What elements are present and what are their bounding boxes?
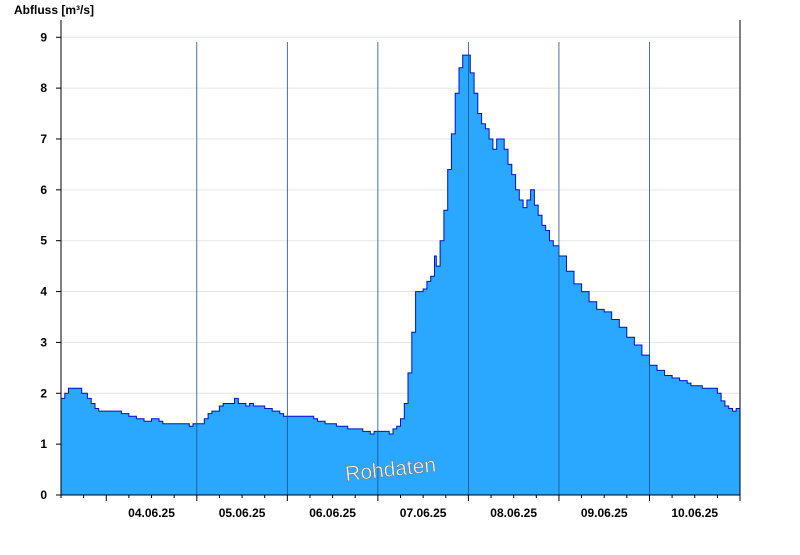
x-tick-label: 10.06.25: [671, 506, 718, 520]
x-tick-label: 04.06.25: [128, 506, 175, 520]
y-tick-label: 8: [40, 81, 47, 95]
x-tick-label: 06.06.25: [309, 506, 356, 520]
discharge-area: [61, 54, 740, 495]
y-tick-label: 9: [40, 30, 47, 44]
discharge-fill: [61, 55, 740, 495]
y-tick-label: 0: [40, 488, 47, 502]
y-tick-label: 2: [40, 386, 47, 400]
y-tick-label: 5: [40, 234, 47, 248]
x-tick-label: 05.06.25: [219, 506, 266, 520]
x-tick-label: 09.06.25: [581, 506, 628, 520]
x-tick-label: 07.06.25: [400, 506, 447, 520]
day-separator-lines: [196, 42, 650, 495]
y-tick-label: 7: [40, 132, 47, 146]
discharge-line: [61, 54, 740, 435]
y-axis-label: Abfluss [m³/s]: [14, 3, 94, 17]
y-tick-label: 4: [40, 285, 47, 299]
y-tick-label: 6: [40, 183, 47, 197]
y-tick-label: 1: [40, 437, 47, 451]
x-tick-label: 08.06.25: [490, 506, 537, 520]
y-ticks: 0 1 2 3 4 5 6 7 8 9: [40, 30, 61, 502]
x-ticks: 04.06.25 05.06.25 06.06.25 07.06.25 08.06.25…: [60, 495, 741, 520]
y-tick-label: 3: [40, 335, 47, 349]
gridlines: [61, 36, 740, 445]
